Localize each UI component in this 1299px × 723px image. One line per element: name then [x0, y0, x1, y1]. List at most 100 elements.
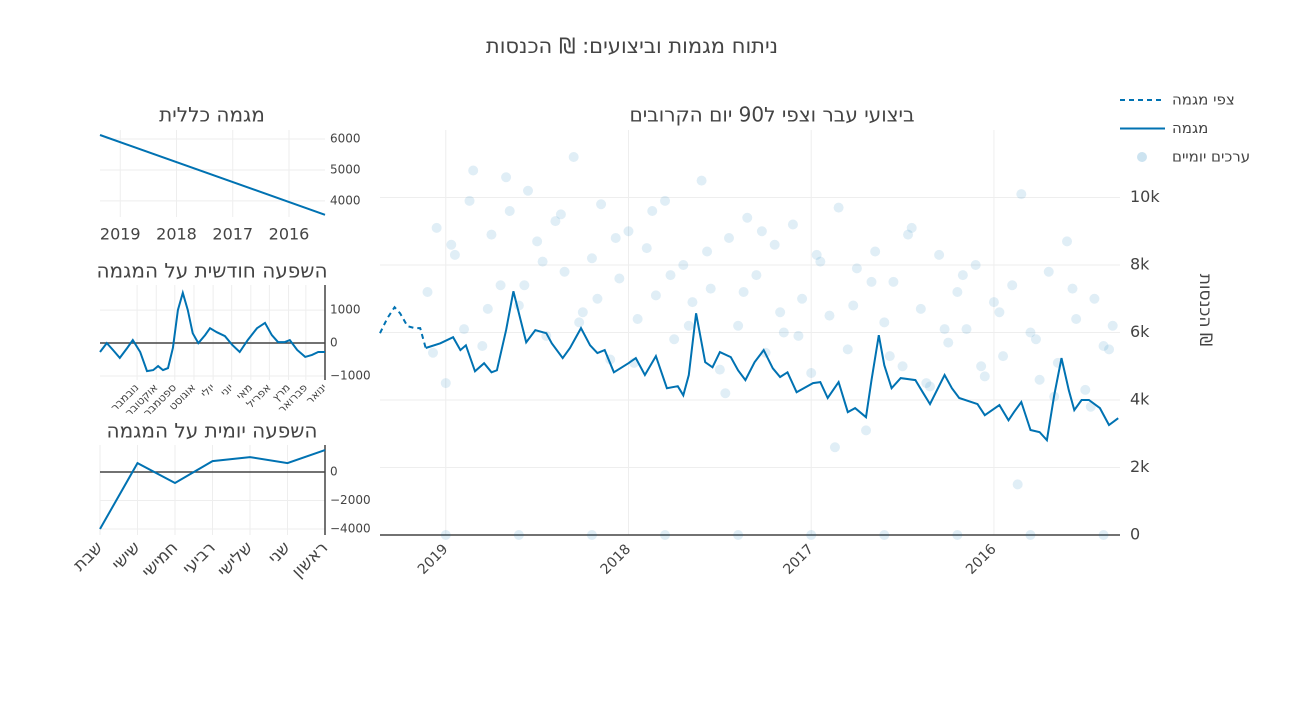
data-point: [879, 530, 890, 540]
data-point: [446, 239, 457, 250]
data-point: [811, 249, 822, 260]
data-point: [870, 246, 881, 257]
data-point: [660, 530, 671, 540]
data-point: [934, 249, 945, 260]
data-point: [787, 219, 798, 230]
data-point: [879, 317, 890, 328]
data-point: [970, 260, 981, 270]
data-point: [513, 300, 524, 311]
data-point: [501, 172, 512, 183]
data-point: [994, 307, 1005, 318]
y-tick-label: −1000: [330, 369, 371, 383]
data-point: [733, 320, 744, 331]
data-point: [756, 226, 767, 237]
data-point: [1089, 293, 1100, 304]
line-series: [379, 305, 427, 349]
data-point: [482, 303, 493, 314]
data-point: [861, 425, 872, 436]
y-tick-label: 2k: [1130, 457, 1150, 476]
line-series: [425, 291, 1119, 443]
data-point: [1034, 374, 1045, 385]
data-point: [769, 239, 780, 250]
data-point: [1030, 334, 1041, 345]
x-tick-label: 2016: [269, 225, 310, 244]
data-point: [793, 330, 804, 341]
chart-title: ביצועי עבר וצפי ל90 יום הקרובים: [629, 103, 914, 127]
data-point: [751, 270, 762, 281]
data-point: [422, 287, 433, 297]
data-point: [906, 222, 917, 233]
data-point: [440, 378, 451, 389]
y-tick-label: 8k: [1130, 255, 1150, 274]
data-point: [586, 530, 597, 540]
data-point: [568, 152, 579, 162]
data-point: [705, 283, 716, 294]
data-point: [610, 233, 621, 243]
data-point: [775, 307, 786, 318]
data-point: [957, 270, 968, 281]
data-point: [943, 337, 954, 348]
data-point: [778, 327, 789, 338]
data-point: [641, 243, 652, 254]
data-point: [614, 273, 625, 284]
data-point: [1071, 314, 1082, 324]
data-point: [440, 530, 451, 540]
data-point: [952, 287, 963, 297]
data-point: [468, 165, 479, 176]
data-point: [486, 229, 497, 240]
data-point: [683, 320, 694, 331]
data-point: [650, 290, 661, 301]
y-tick-label: 4k: [1130, 390, 1150, 409]
y-tick-label: 6k: [1130, 322, 1150, 341]
data-point: [733, 530, 744, 540]
data-point: [976, 361, 987, 372]
data-point: [806, 368, 817, 378]
data-point: [1080, 384, 1091, 395]
data-point: [628, 357, 639, 368]
data-point: [477, 341, 488, 351]
data-point: [577, 307, 588, 318]
data-point: [723, 233, 734, 243]
data-point: [1062, 236, 1073, 247]
data-point: [513, 530, 524, 540]
data-point: [586, 253, 597, 264]
data-point: [1104, 344, 1115, 355]
legend-label: צפי מגמה: [1172, 91, 1235, 109]
y-tick-label: −2000: [330, 493, 371, 507]
data-point: [1007, 280, 1018, 291]
data-point: [884, 351, 895, 362]
data-point: [720, 388, 731, 399]
data-point: [623, 226, 634, 237]
data-point: [988, 297, 999, 308]
data-point: [1043, 266, 1054, 277]
data-point: [888, 276, 899, 287]
data-point: [605, 354, 616, 365]
data-point: [998, 351, 1009, 362]
data-point: [532, 236, 543, 247]
legend-label: ערכים יומיים: [1172, 148, 1250, 166]
data-point: [1098, 530, 1109, 540]
data-point: [504, 206, 515, 216]
data-point: [815, 256, 826, 267]
data-point: [738, 287, 749, 297]
line-series: [99, 289, 325, 373]
data-point: [851, 263, 862, 274]
data-point: [427, 347, 438, 358]
page-title: ניתוח מגמות וביצועים: ₪ הכנסות: [486, 34, 778, 58]
data-point: [459, 324, 470, 335]
data-point: [696, 175, 707, 186]
data-point: [541, 330, 552, 341]
y-tick-label: 1000: [330, 303, 361, 317]
y-tick-label: 0: [330, 336, 338, 350]
data-point: [1067, 283, 1078, 294]
chart-title: השפעה חודשית על המגמה: [96, 259, 327, 283]
y-tick-label: 0: [1130, 525, 1140, 544]
data-point: [1025, 530, 1036, 540]
data-point: [866, 276, 877, 287]
data-point: [702, 246, 713, 257]
data-point: [848, 300, 859, 311]
legend-label: מגמה: [1172, 119, 1208, 137]
data-point: [714, 364, 725, 375]
